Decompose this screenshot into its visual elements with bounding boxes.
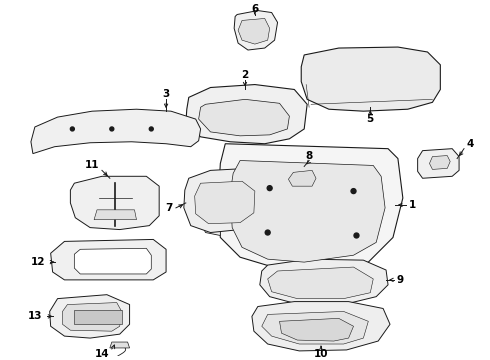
- Polygon shape: [238, 18, 270, 44]
- Polygon shape: [230, 161, 385, 262]
- Polygon shape: [110, 342, 129, 348]
- Polygon shape: [281, 163, 321, 192]
- Circle shape: [149, 127, 153, 131]
- Polygon shape: [260, 259, 388, 305]
- Polygon shape: [50, 239, 166, 280]
- Polygon shape: [74, 248, 151, 274]
- Text: 13: 13: [27, 311, 42, 321]
- Polygon shape: [219, 144, 403, 272]
- Circle shape: [351, 189, 356, 194]
- Polygon shape: [234, 10, 277, 50]
- Polygon shape: [31, 109, 200, 154]
- Circle shape: [267, 186, 272, 190]
- Text: 8: 8: [305, 150, 313, 161]
- Polygon shape: [63, 302, 122, 331]
- Circle shape: [265, 230, 270, 235]
- Text: 2: 2: [242, 70, 248, 80]
- Text: 6: 6: [251, 4, 259, 14]
- Circle shape: [354, 233, 359, 238]
- Polygon shape: [417, 149, 459, 178]
- Text: 1: 1: [409, 200, 416, 210]
- Polygon shape: [252, 302, 390, 351]
- Polygon shape: [71, 176, 159, 230]
- Text: 4: 4: [466, 139, 474, 149]
- Text: 9: 9: [396, 275, 403, 285]
- Circle shape: [71, 127, 74, 131]
- Polygon shape: [198, 99, 290, 136]
- Polygon shape: [279, 318, 353, 341]
- Polygon shape: [186, 85, 307, 144]
- Text: 11: 11: [85, 161, 99, 170]
- Polygon shape: [289, 170, 316, 186]
- Polygon shape: [184, 168, 265, 233]
- Text: 14: 14: [95, 349, 109, 359]
- Polygon shape: [49, 295, 129, 338]
- Polygon shape: [262, 311, 368, 344]
- Polygon shape: [268, 267, 373, 299]
- Circle shape: [110, 127, 114, 131]
- Text: 5: 5: [367, 114, 374, 124]
- Polygon shape: [301, 47, 441, 111]
- Text: 7: 7: [165, 203, 172, 213]
- Polygon shape: [94, 210, 137, 220]
- Text: 3: 3: [163, 89, 170, 99]
- Text: 12: 12: [30, 257, 45, 267]
- Text: 10: 10: [314, 349, 328, 359]
- Polygon shape: [429, 156, 450, 170]
- Bar: [74, 310, 122, 324]
- Polygon shape: [195, 181, 255, 224]
- Polygon shape: [200, 208, 220, 235]
